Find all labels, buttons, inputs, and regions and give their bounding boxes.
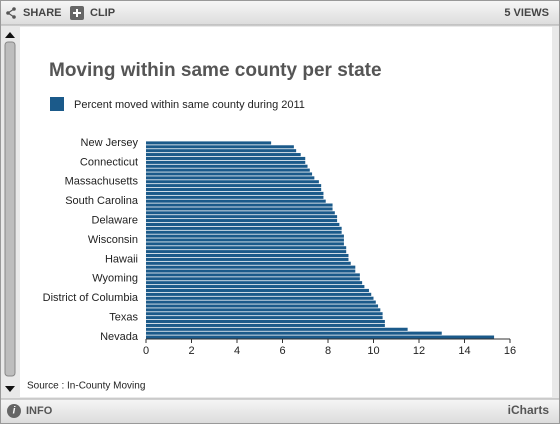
bar [146,222,340,227]
x-tick-label: 14 [458,345,470,357]
share-label[interactable]: SHARE [23,7,62,19]
bar [146,234,344,238]
bar [146,145,294,149]
bar [146,335,495,339]
scrollbar[interactable] [4,32,16,392]
y-tick-label: Wisconsin [88,234,138,246]
bar [146,285,365,289]
bar [146,292,372,296]
bar [146,253,349,258]
bar [146,184,322,188]
bar [146,180,319,184]
y-tick-label: South Carolina [65,195,139,207]
bar [146,246,347,250]
bar [146,265,356,269]
y-tick-label: District of Columbia [43,292,139,304]
y-tick-label: Connecticut [80,156,138,168]
bar [146,230,342,234]
y-tick-label: Massachusetts [65,176,139,188]
clip-label[interactable]: CLIP [90,7,115,19]
bar [146,273,360,277]
bar [146,141,272,145]
bar [146,250,347,254]
y-tick-label: Wyoming [92,273,138,285]
legend-swatch [50,97,64,111]
bar [146,160,306,164]
x-tick-label: 6 [279,345,285,357]
svg-text:i: i [13,406,16,417]
bar [146,269,356,273]
bar [146,203,333,207]
bar [146,296,374,300]
bar [146,153,301,157]
bar [146,211,335,215]
bar [146,219,338,223]
chart-title: Moving within same county per state [49,60,382,81]
x-tick-label: 16 [504,345,516,357]
bar [146,288,369,293]
bar [146,195,324,199]
bar [146,331,442,335]
bar [146,304,379,308]
bar [146,242,344,246]
info-button[interactable]: i INFO [7,404,53,418]
y-tick-label: Hawaii [105,253,138,265]
x-tick-label: 2 [188,345,194,357]
x-tick-label: 10 [367,345,379,357]
bar [146,281,363,285]
bar [146,308,381,312]
bar [146,191,324,195]
bar [146,164,308,168]
bar [146,176,315,180]
bar [146,327,408,331]
views-count: 5 VIEWS [504,7,549,19]
x-tick-label: 12 [413,345,425,357]
bar [146,215,338,219]
bar [146,319,385,324]
footer [1,399,559,423]
bar [146,261,351,265]
bar [146,316,383,320]
bar [146,156,306,161]
y-tick-label: Texas [109,312,138,324]
info-label[interactable]: INFO [26,405,53,417]
y-tick-label: Nevada [100,331,139,343]
clip-button[interactable]: CLIP [70,6,115,20]
bar [146,300,376,304]
x-tick-label: 8 [325,345,331,357]
bar [146,226,342,230]
bar [146,149,297,153]
bar [146,207,333,211]
bar [146,168,310,172]
x-tick-label: 4 [234,345,240,357]
brand[interactable]: iCharts [508,403,550,417]
bar [146,238,344,242]
bar [146,187,322,192]
toolbar [1,1,559,25]
bar [146,277,360,281]
x-tick-label: 0 [143,345,149,357]
bar [146,257,349,261]
bar [146,323,385,327]
bar [146,199,326,203]
legend-label: Percent moved within same county during … [74,99,305,111]
source: Source : In-County Moving [27,381,145,392]
bar [146,172,313,176]
share-button[interactable]: SHARE [6,7,62,19]
y-tick-label: Delaware [92,214,138,226]
bar [146,312,383,316]
y-tick-label: New Jersey [81,137,139,149]
